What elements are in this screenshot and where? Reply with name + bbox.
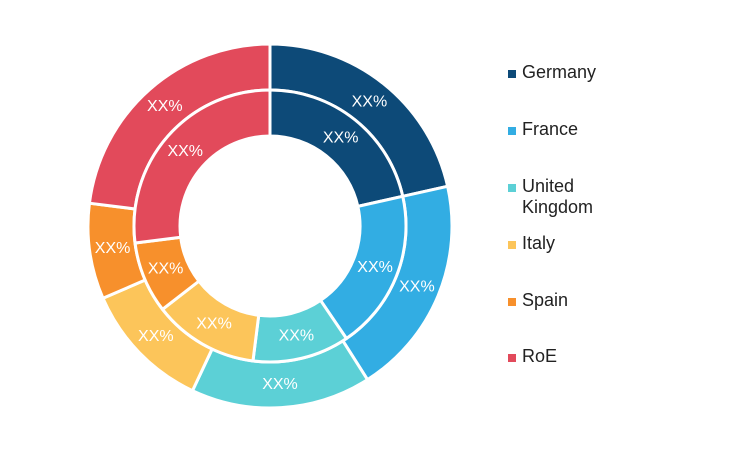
inner-label-roe: XX%	[167, 143, 203, 160]
legend-swatch-roe	[508, 354, 516, 362]
legend-item-united-kingdom: United Kingdom	[508, 176, 593, 218]
legend-item-germany: Germany	[508, 62, 596, 83]
inner-label-germany: XX%	[323, 129, 359, 146]
outer-label-france: XX%	[399, 278, 435, 295]
legend-label-roe: RoE	[522, 346, 558, 366]
legend-label-italy: Italy	[522, 233, 556, 253]
inner-label-united-kingdom: XX%	[279, 327, 315, 344]
legend-swatch-germany	[508, 70, 516, 78]
legend-label-spain: Spain	[522, 290, 569, 310]
legend-swatch-italy	[508, 241, 516, 249]
inner-label-spain: XX%	[148, 261, 184, 278]
legend-item-italy: Italy	[508, 233, 555, 254]
legend-item-spain: Spain	[508, 290, 568, 311]
legend-swatch-united-kingdom	[508, 184, 516, 192]
legend-swatch-france	[508, 127, 516, 135]
inner-label-italy: XX%	[196, 316, 232, 333]
chart-labels: XX% XX% XX% XX% XX% XX% XX% XX% XX% XX% XX% XX%	[95, 93, 435, 393]
outer-label-united-kingdom: XX%	[262, 376, 298, 393]
legend-label-france: France	[522, 119, 579, 139]
outer-label-spain: XX%	[95, 240, 131, 257]
legend-item-france: France	[508, 119, 578, 140]
inner-label-france: XX%	[357, 259, 393, 276]
outer-label-italy: XX%	[138, 328, 174, 345]
outer-label-germany: XX%	[352, 93, 388, 110]
outer-label-roe: XX%	[147, 98, 183, 115]
legend-item-roe: RoE	[508, 346, 557, 367]
chart-slices	[86, 42, 454, 410]
legend-label-united-kingdom: United Kingdom	[522, 176, 594, 217]
inner-slice-roe	[132, 88, 272, 245]
legend-swatch-spain	[508, 298, 516, 306]
legend-label-germany: Germany	[522, 62, 597, 82]
